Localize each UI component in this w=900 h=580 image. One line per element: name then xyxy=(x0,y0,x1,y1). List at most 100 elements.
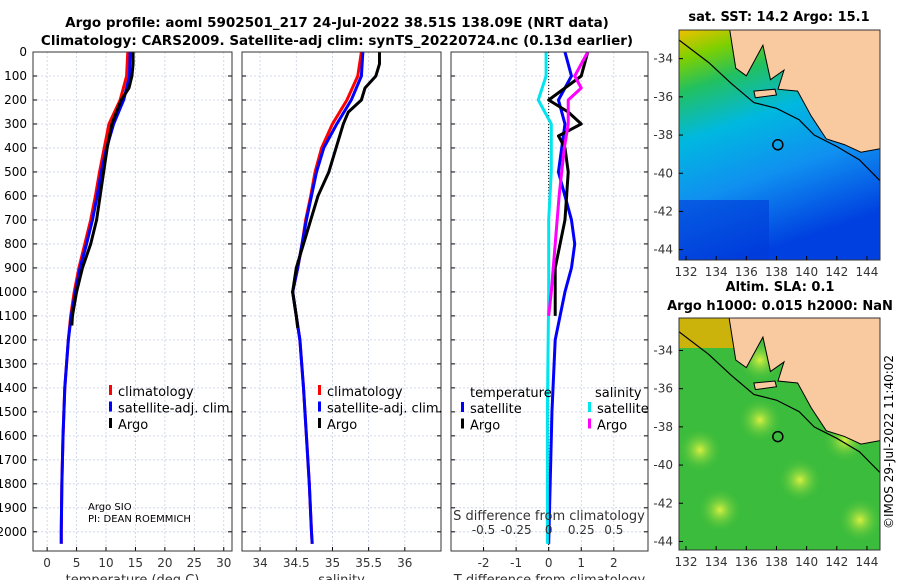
legend-label: Argo xyxy=(470,419,500,434)
map-title: Argo h1000: 0.015 h2000: NaN xyxy=(667,299,893,314)
legend-swatch xyxy=(318,385,321,395)
y-tick-label: 1000 xyxy=(0,285,27,299)
annotation-text: Argo SIO xyxy=(88,502,132,513)
y-tick-label: 800 xyxy=(4,237,27,251)
legend-label: satellite-adj. clim. xyxy=(327,402,443,417)
legend-label: satellite-adj. clim. xyxy=(118,402,234,417)
y-tick-label: 2000 xyxy=(0,525,27,539)
x-axis-label: T difference from climatology xyxy=(453,573,646,580)
legend-label: Argo xyxy=(597,419,627,434)
axes-frame xyxy=(32,51,233,552)
lon-tick-label: 144 xyxy=(856,555,879,569)
y-tick-label: 1900 xyxy=(0,501,27,515)
map-title: Altim. SLA: 0.1 xyxy=(726,280,835,295)
lat-tick-label: -36 xyxy=(653,382,673,396)
series-line-t-argo xyxy=(547,51,590,316)
lon-tick-label: 136 xyxy=(735,265,758,279)
shelf-contour xyxy=(679,39,880,182)
sla-anomaly-blob xyxy=(679,428,722,472)
lat-tick-label: -38 xyxy=(653,420,673,434)
map-frame xyxy=(678,317,881,551)
map-image xyxy=(679,30,880,260)
legend-swatch xyxy=(588,418,591,429)
series-line-s-satellite xyxy=(536,52,553,544)
axes-frame xyxy=(450,51,649,552)
legend-label: satellite xyxy=(597,402,649,417)
lon-tick-label: 142 xyxy=(825,265,848,279)
x2-tick-label: -0.25 xyxy=(501,523,532,537)
x2-tick-label: 0 xyxy=(545,523,553,537)
legend-swatch xyxy=(461,418,464,429)
lon-tick-label: 140 xyxy=(795,555,818,569)
kangaroo-island xyxy=(753,88,778,99)
map-image xyxy=(679,318,880,550)
y-tick-label: 1100 xyxy=(0,309,27,323)
x-tick-label: 15 xyxy=(128,556,143,570)
series-line-argo xyxy=(70,52,135,326)
series-line-satellite-adj-clim- xyxy=(59,51,132,544)
sla-anomaly-blob xyxy=(738,398,782,442)
x2-tick-label: -0.5 xyxy=(472,523,495,537)
y-tick-label: 1300 xyxy=(0,357,27,371)
x-tick-label: 2 xyxy=(610,556,618,570)
x-tick-label: -1 xyxy=(510,556,522,570)
lat-tick-label: -38 xyxy=(653,128,673,142)
land-mass xyxy=(728,318,880,445)
argo-location-marker xyxy=(772,139,784,151)
y-tick-label: 1800 xyxy=(0,477,27,491)
axes-frame xyxy=(241,51,442,552)
panel-difference: -2 -1 0 1 2 T difference from climatology temp… xyxy=(450,51,649,580)
panel-salinity: 34 34.5 35 35.5 36 salinity climatology satelli… xyxy=(241,51,443,580)
shelf-contour xyxy=(679,331,880,474)
y-tick-label: 300 xyxy=(4,117,27,131)
legend-swatch xyxy=(318,401,321,412)
lat-tick-label: -44 xyxy=(653,534,673,548)
x-axis-label: temperature (deg C) xyxy=(66,573,200,580)
annotation-text: PI: DEAN ROEMMICH xyxy=(88,514,191,525)
sla-high-patch xyxy=(679,318,739,348)
lon-tick-label: 138 xyxy=(765,555,788,569)
x-tick-label: 30 xyxy=(216,556,231,570)
series-line-satellite-adj-clim- xyxy=(291,51,365,544)
x-tick-label: 0 xyxy=(43,556,51,570)
panel-temperature: 0100200300400500600700800900100011001200… xyxy=(0,45,234,580)
y-tick-label: 1600 xyxy=(0,429,27,443)
lon-tick-label: 134 xyxy=(705,265,728,279)
legend-swatch xyxy=(109,401,112,412)
x-tick-label: 35.5 xyxy=(355,556,382,570)
lon-tick-label: 144 xyxy=(856,265,879,279)
x-tick-label: 0 xyxy=(545,556,553,570)
x-tick-label: 20 xyxy=(157,556,172,570)
legend-label: satellite xyxy=(470,402,522,417)
lat-tick-label: -36 xyxy=(653,90,673,104)
series-line-climatology xyxy=(291,51,363,544)
sla-anomaly-blob xyxy=(778,458,822,502)
legend-swatch xyxy=(109,418,112,428)
lon-tick-label: 136 xyxy=(735,555,758,569)
x-tick-label: -2 xyxy=(478,556,490,570)
lon-tick-label: 134 xyxy=(705,555,728,569)
x-tick-label: 25 xyxy=(187,556,202,570)
legend-swatch xyxy=(318,418,321,428)
title-line-1: Argo profile: aoml 5902501_217 24-Jul-20… xyxy=(65,15,609,31)
y-tick-label: 100 xyxy=(4,69,27,83)
y-tick-label: 1700 xyxy=(0,453,27,467)
y-tick-label: 1200 xyxy=(0,333,27,347)
legend-title-temperature: temperature xyxy=(470,386,552,401)
x2-tick-label: 0.5 xyxy=(604,523,623,537)
lon-tick-label: 132 xyxy=(675,555,698,569)
lat-tick-label: -34 xyxy=(653,343,673,357)
lon-tick-label: 132 xyxy=(675,265,698,279)
map-sla: 132 134 136 138 140 142 144 -34 -36 -38 -40 -42 -44 A… xyxy=(653,280,892,569)
series-line-s-argo xyxy=(547,51,590,317)
legend-title-salinity: salinity xyxy=(595,386,642,401)
lon-tick-label: 142 xyxy=(825,555,848,569)
legend-swatch xyxy=(461,402,464,412)
sla-anomaly-blob xyxy=(698,488,742,532)
map-frame xyxy=(678,29,881,261)
x-tick-label: 10 xyxy=(98,556,113,570)
x-axis-label: salinity xyxy=(318,573,365,580)
lat-tick-label: -42 xyxy=(653,204,673,218)
